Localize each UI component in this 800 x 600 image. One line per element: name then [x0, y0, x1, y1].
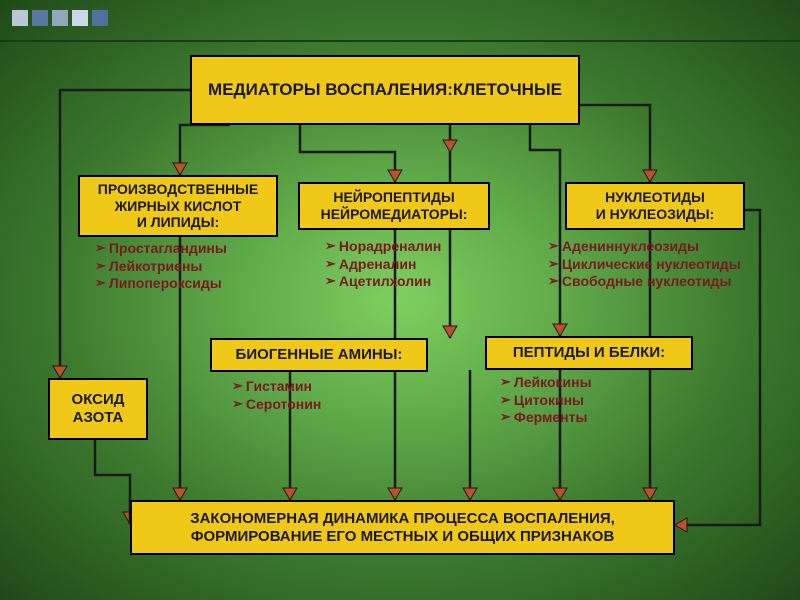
list-item-label: Липопероксиды: [109, 275, 222, 293]
category-box-peptides: ПЕПТИДЫ И БЕЛКИ:: [485, 336, 693, 370]
list-item: ➢Лейкотриены: [95, 258, 227, 276]
list-4: ➢Лейкокины➢Цитокины➢Ферменты: [500, 374, 592, 427]
list-item-label: Лейкокины: [514, 374, 592, 392]
list-item: ➢Норадреналин: [325, 238, 441, 256]
list-item-label: Цитокины: [514, 392, 584, 410]
list-item: ➢Циклические нуклеотиды: [548, 256, 741, 274]
chevron-icon: ➢: [325, 256, 336, 272]
list-item: ➢Простагландины: [95, 240, 227, 258]
chevron-icon: ➢: [95, 275, 106, 291]
list-item-label: Простагландины: [109, 240, 227, 258]
list-item: ➢Адениннуклеозиды: [548, 238, 741, 256]
chevron-icon: ➢: [232, 396, 243, 412]
list-item-label: Ацетилхолин: [339, 273, 431, 291]
list-item-label: Циклические нуклеотиды: [562, 256, 741, 274]
list-2: ➢Адениннуклеозиды➢Циклические нуклеотиды…: [548, 238, 741, 291]
list-item-label: Свободные нуклеотиды: [562, 273, 732, 291]
list-item: ➢Свободные нуклеотиды: [548, 273, 741, 291]
list-0: ➢Простагландины➢Лейкотриены➢Липопероксид…: [95, 240, 227, 293]
list-item: ➢Серотонин: [232, 396, 321, 414]
list-item-label: Гистамин: [246, 378, 312, 396]
chevron-icon: ➢: [548, 256, 559, 272]
chevron-icon: ➢: [232, 378, 243, 394]
category-box-amines: БИОГЕННЫЕ АМИНЫ:: [210, 338, 428, 372]
list-1: ➢Норадреналин➢Адреналин➢Ацетилхолин: [325, 238, 441, 291]
chevron-icon: ➢: [95, 240, 106, 256]
chevron-icon: ➢: [325, 238, 336, 254]
decor-squares: [12, 10, 108, 26]
category-box-lipids: ПРОИЗВОДСТВЕННЫЕ ЖИРНЫХ КИСЛОТ И ЛИПИДЫ:: [78, 175, 278, 237]
chevron-icon: ➢: [500, 392, 511, 408]
title-box: МЕДИАТОРЫ ВОСПАЛЕНИЯ:КЛЕТОЧНЫЕ: [190, 55, 580, 125]
list-item: ➢Лейкокины: [500, 374, 592, 392]
decor-line: [0, 40, 800, 42]
list-item-label: Адреналин: [339, 256, 417, 274]
chevron-icon: ➢: [500, 409, 511, 425]
list-item-label: Серотонин: [246, 396, 321, 414]
chevron-icon: ➢: [500, 374, 511, 390]
list-item-label: Адениннуклеозиды: [562, 238, 699, 256]
list-item-label: Норадреналин: [339, 238, 441, 256]
category-box-nucleo: НУКЛЕОТИДЫ И НУКЛЕОЗИДЫ:: [565, 182, 745, 230]
category-box-no: ОКСИД АЗОТА: [48, 378, 148, 440]
category-box-neuro: НЕЙРОПЕПТИДЫ НЕЙРОМЕДИАТОРЫ:: [298, 182, 490, 230]
list-item-label: Лейкотриены: [109, 258, 202, 276]
list-item: ➢Липопероксиды: [95, 275, 227, 293]
list-item-label: Ферменты: [514, 409, 588, 427]
list-item: ➢Гистамин: [232, 378, 321, 396]
bottom-box: ЗАКОНОМЕРНАЯ ДИНАМИКА ПРОЦЕССА ВОСПАЛЕНИ…: [130, 500, 675, 555]
list-item: ➢Ферменты: [500, 409, 592, 427]
list-item: ➢Ацетилхолин: [325, 273, 441, 291]
chevron-icon: ➢: [325, 273, 336, 289]
chevron-icon: ➢: [548, 238, 559, 254]
list-3: ➢Гистамин➢Серотонин: [232, 378, 321, 413]
chevron-icon: ➢: [95, 258, 106, 274]
list-item: ➢Цитокины: [500, 392, 592, 410]
chevron-icon: ➢: [548, 273, 559, 289]
list-item: ➢Адреналин: [325, 256, 441, 274]
